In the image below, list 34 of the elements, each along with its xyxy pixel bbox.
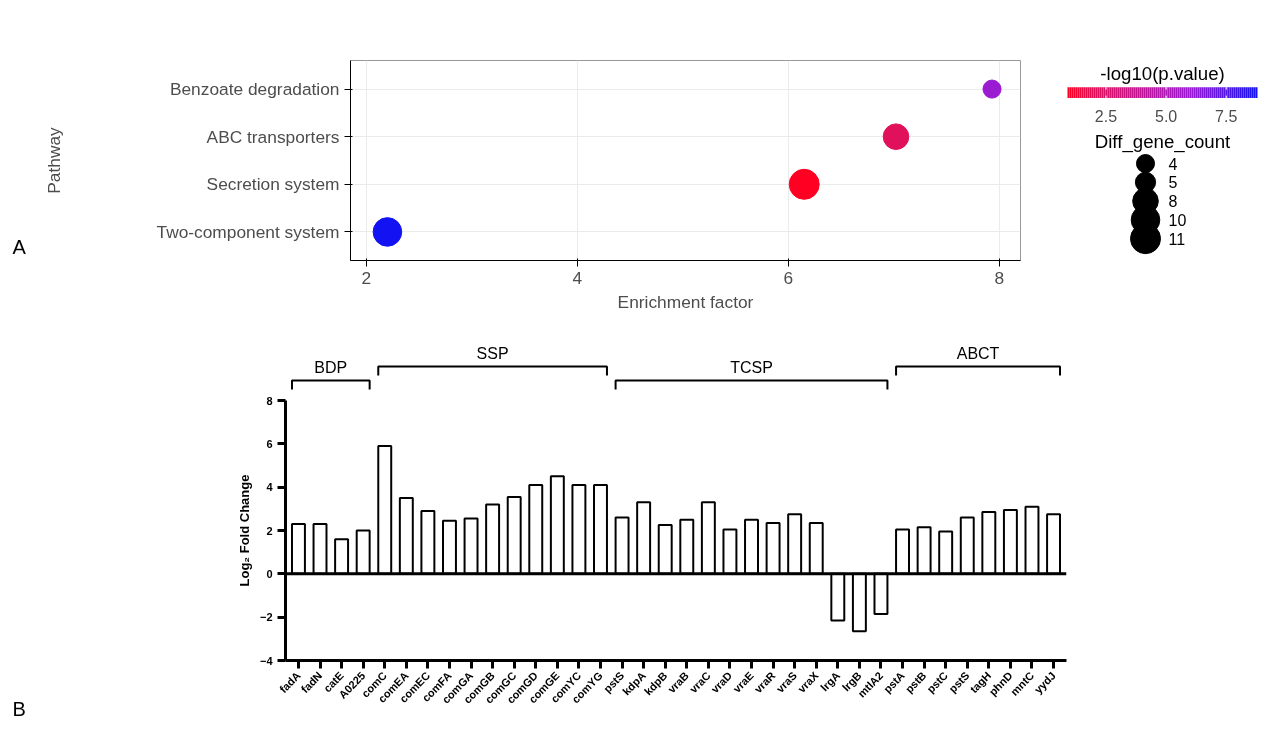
y-tick-label: 2 — [266, 524, 273, 537]
legend-title: Diff_gene_count — [1094, 131, 1232, 154]
y-tick-label: −2 — [259, 611, 273, 624]
legend-label: 11 — [1168, 230, 1186, 248]
y-tick-label: Benzoate degradation — [169, 79, 340, 100]
y-tick-label: 4 — [266, 481, 274, 494]
color-bar-label: 2.5 — [1094, 108, 1118, 126]
text: ABCT — [956, 344, 1000, 362]
x-tick-label: 4 — [572, 267, 583, 288]
x-axis-title: Enrichment factor — [617, 291, 754, 312]
y-tick-label: 8 — [266, 394, 273, 407]
y-tick-label: Two-component system — [156, 221, 340, 242]
x-tick-label: 6 — [783, 267, 794, 288]
text: B — [12, 697, 26, 720]
y-tick-label: 6 — [266, 437, 273, 450]
color-bar-label: 5.0 — [1154, 108, 1178, 126]
y-axis-title: Log₂ Fold Change — [236, 474, 252, 587]
y-tick-label: −4 — [259, 654, 274, 667]
y-tick-label: Secretion system — [206, 174, 340, 195]
text: A — [12, 236, 27, 259]
legend-label: 5 — [1168, 174, 1178, 192]
legend-label: 8 — [1168, 193, 1178, 211]
legend-label: 10 — [1168, 211, 1187, 229]
text: SSP — [476, 344, 509, 362]
text: TCSP — [730, 358, 773, 376]
x-tick-label: 8 — [994, 267, 1005, 288]
y-tick-label: 0 — [266, 567, 273, 580]
y-axis-title: Pathway — [43, 126, 64, 194]
y-tick-label: ABC transporters — [206, 126, 340, 147]
color-bar-label: 7.5 — [1215, 108, 1238, 126]
legend-label: 4 — [1168, 155, 1178, 173]
x-tick-label: 2 — [361, 267, 372, 288]
color-bar-title: -log10(p.value) — [1100, 63, 1225, 85]
text: BDP — [314, 358, 348, 376]
